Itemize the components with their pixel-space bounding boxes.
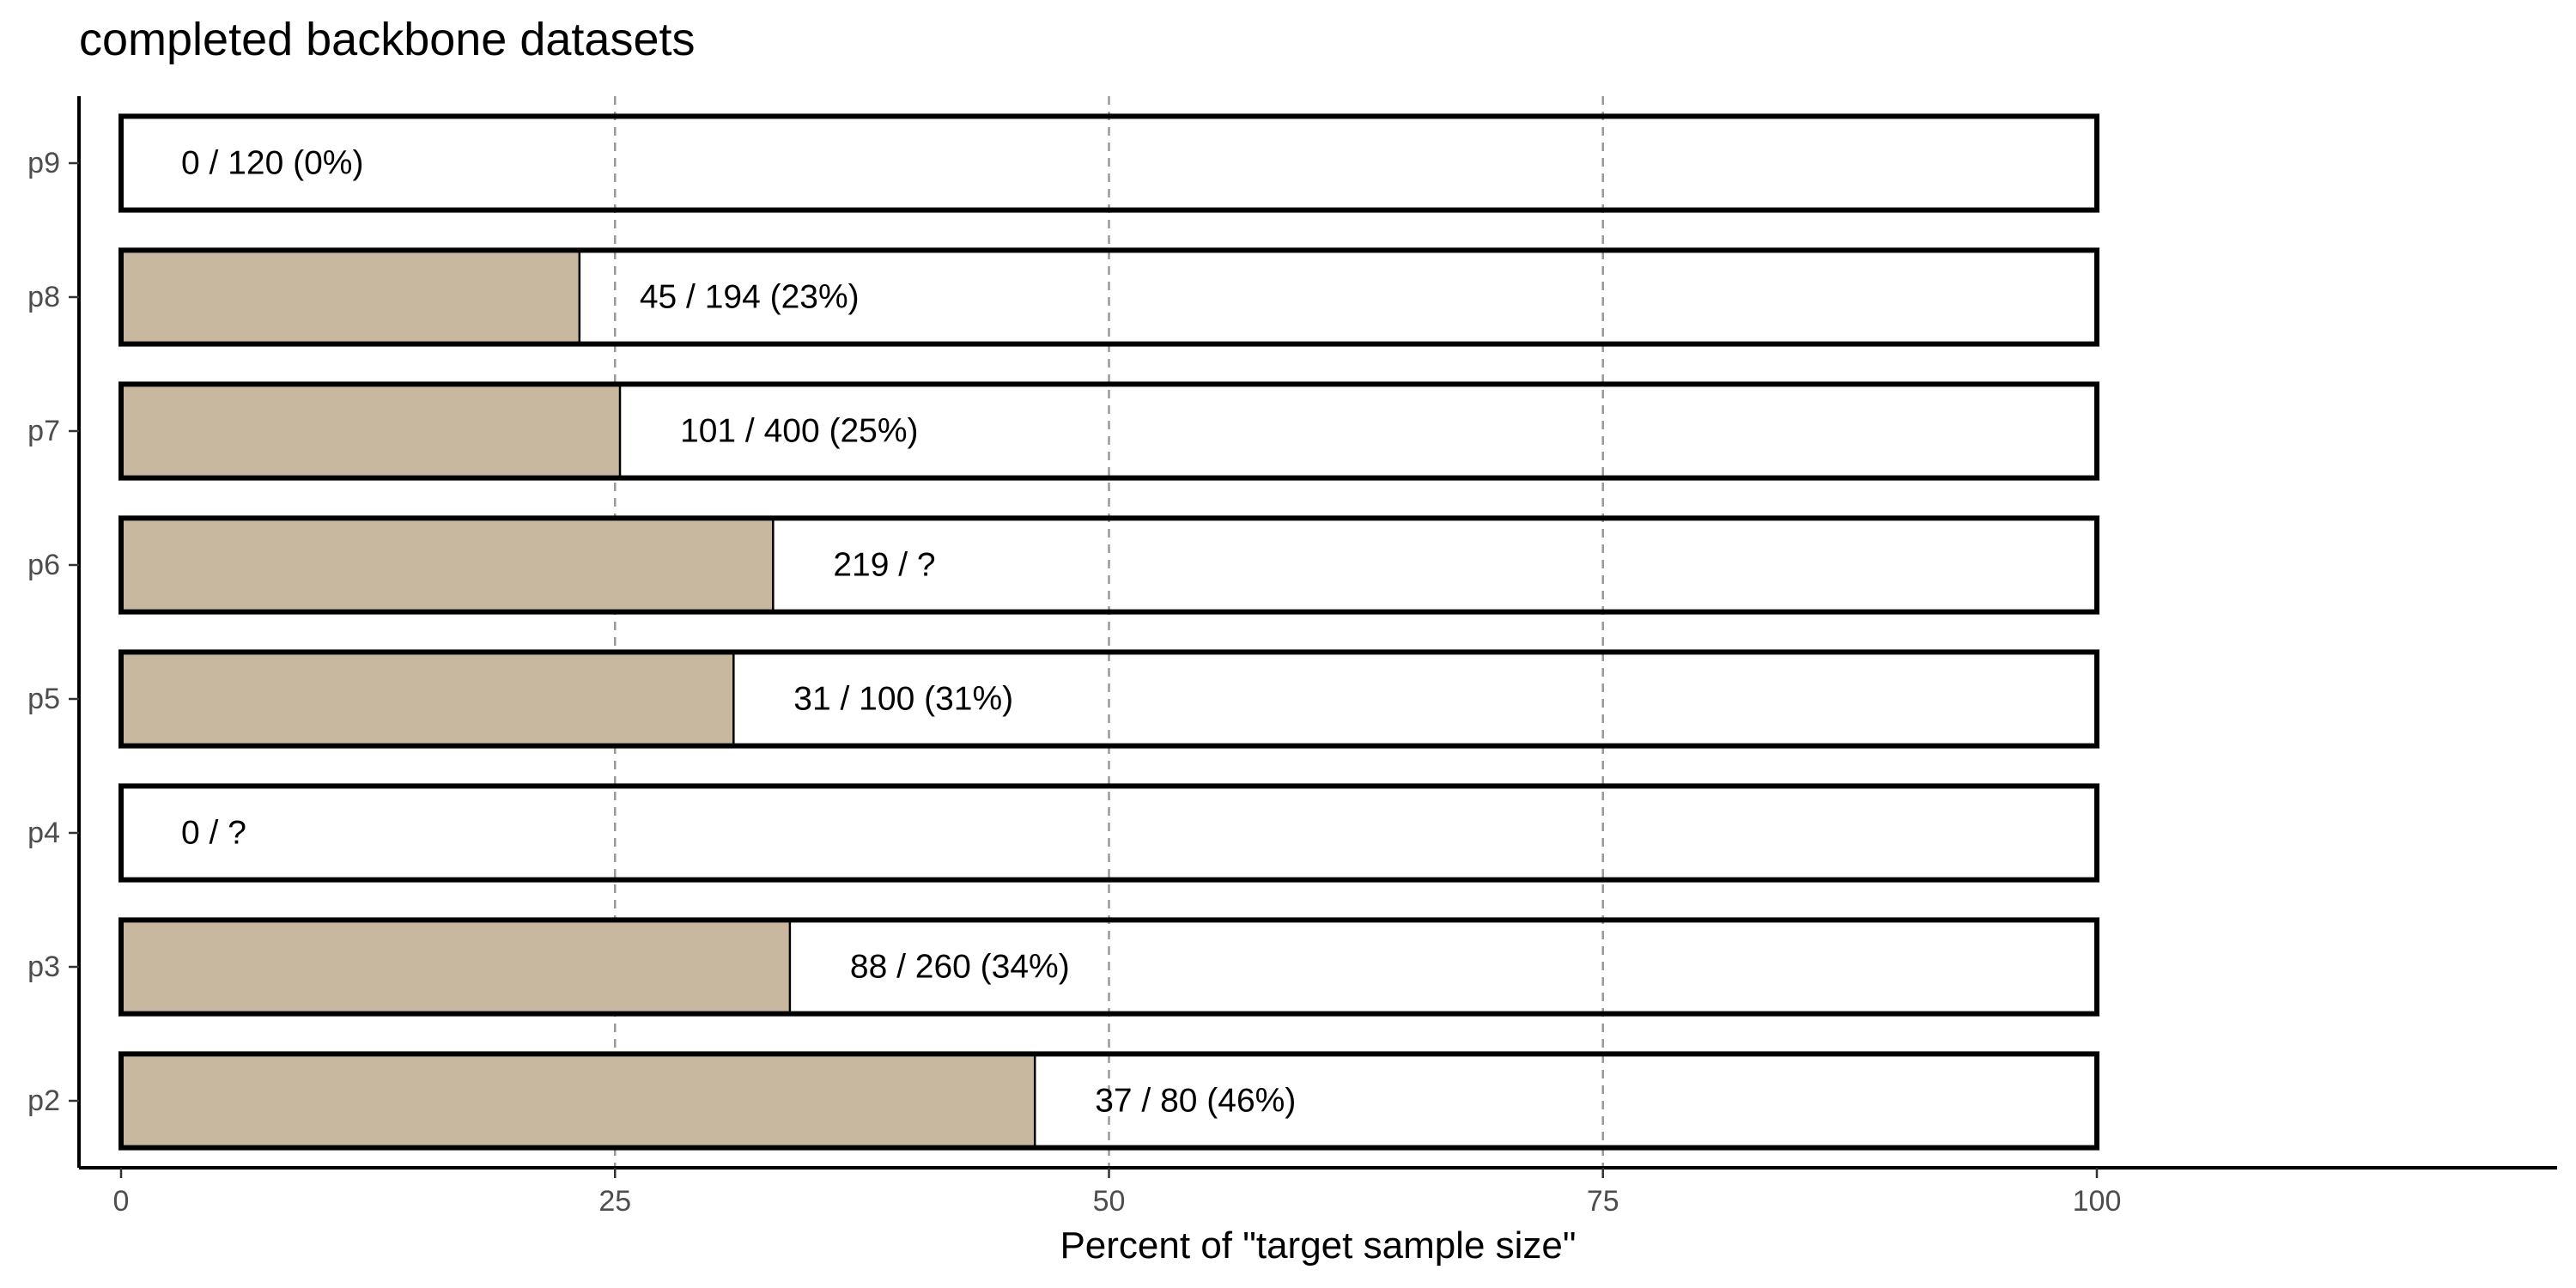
y-tick-label-p8: p8 [27, 281, 60, 313]
y-tick-label-p7: p7 [27, 415, 60, 447]
y-tick-label-p3: p3 [27, 951, 60, 983]
y-tick-label-p9: p9 [27, 147, 60, 179]
bar-group-p9: 0 / 120 (0%) [118, 113, 2099, 213]
x-tick-label-25: 25 [598, 1185, 631, 1218]
bar-label-p5: 31 / 100 (31%) [793, 681, 1013, 718]
bar-target-outline-p8 [118, 247, 2099, 347]
x-tick-label-0: 0 [113, 1185, 130, 1218]
chart-title: completed backbone datasets [79, 14, 695, 65]
bar-label-p7: 101 / 400 (25%) [680, 413, 919, 450]
y-tick-label-p4: p4 [27, 817, 60, 849]
bar-label-p9: 0 / 120 (0%) [181, 145, 363, 182]
bar-label-p8: 45 / 194 (23%) [640, 279, 860, 316]
y-tick-label-p2: p2 [27, 1084, 60, 1117]
bar-fill-p8 [119, 249, 581, 345]
y-tick-label-p6: p6 [27, 549, 60, 581]
y-tick-label-p5: p5 [27, 683, 60, 715]
axes: p9 p8 p7 p6 p5 p4 p3 p2 0 25 50 75 100 [27, 96, 2557, 1218]
grid-lines [614, 96, 1604, 1168]
bar-group-p7: 101 / 400 (25%) [118, 381, 2099, 481]
bar-fill-p6 [119, 517, 775, 613]
bar-group-p2: 37 / 80 (46%) [118, 1051, 2099, 1151]
x-tick-label-100: 100 [2073, 1185, 2122, 1218]
bar-group-p4: 0 / ? [118, 783, 2099, 883]
bar-target-outline-p4 [118, 783, 2099, 883]
bar-group-p3: 88 / 260 (34%) [118, 917, 2099, 1017]
bar-group-p5: 31 / 100 (31%) [118, 649, 2099, 749]
bar-fill-p2 [119, 1053, 1036, 1149]
bar-fill-p3 [119, 919, 792, 1015]
bar-fill-p5 [119, 651, 735, 747]
bar-target-outline-p5 [118, 649, 2099, 749]
bar-group-p6: 219 / ? [118, 515, 2099, 615]
bar-group-p8: 45 / 194 (23%) [118, 247, 2099, 347]
bar-label-p4: 0 / ? [181, 815, 246, 852]
bars: 0 / 120 (0%) 45 / 194 (23%) 101 / 400 (25%… [118, 113, 2099, 1151]
x-axis-title: Percent of "target sample size" [1060, 1224, 1576, 1267]
bar-fill-p7 [119, 383, 622, 479]
bar-label-p6: 219 / ? [833, 547, 935, 584]
bar-label-p2: 37 / 80 (46%) [1095, 1083, 1296, 1120]
bar-target-outline-p3 [118, 917, 2099, 1017]
x-tick-label-50: 50 [1093, 1185, 1126, 1218]
bar-target-outline-p7 [118, 381, 2099, 481]
x-tick-label-75: 75 [1587, 1185, 1619, 1218]
bar-target-outline-p9 [118, 113, 2099, 213]
bar-target-outline-p6 [118, 515, 2099, 615]
bar-target-outline-p2 [118, 1051, 2099, 1151]
bar-label-p3: 88 / 260 (34%) [850, 949, 1070, 986]
